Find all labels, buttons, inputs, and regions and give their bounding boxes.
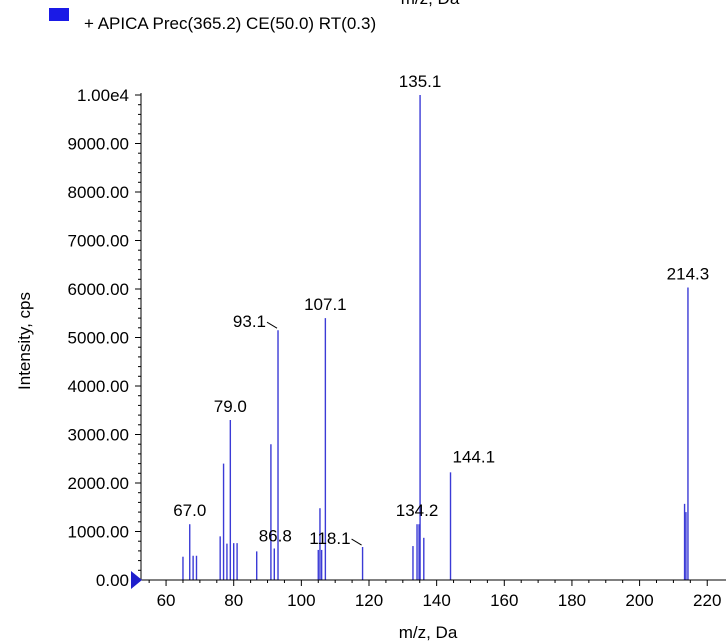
y-tick-label: 6000.00 xyxy=(68,280,129,299)
peaks-group xyxy=(182,95,689,580)
top-axis-title-partial: m/z, Da xyxy=(401,0,460,8)
x-tick-label: 60 xyxy=(157,591,176,610)
x-tick-label: 200 xyxy=(625,591,653,610)
y-tick-label: 8000.00 xyxy=(68,183,129,202)
peak-label: 214.3 xyxy=(667,265,710,284)
x-tick-label: 120 xyxy=(355,591,383,610)
y-tick-label: 0.00 xyxy=(96,571,129,590)
axes xyxy=(140,93,726,581)
x-tick-label: 100 xyxy=(287,591,315,610)
y-tick-label: 9000.00 xyxy=(68,135,129,154)
x-axis-ticks: 60 80 100 120 140 160 180 200 220 xyxy=(148,580,721,610)
y-tick-label: 1000.00 xyxy=(68,523,129,542)
y-axis-title: Intensity, cps xyxy=(15,292,34,390)
y-tick-label: 3000.00 xyxy=(68,426,129,445)
y-tick-label: 5000.00 xyxy=(68,329,129,348)
legend: + APICA Prec(365.2) CE(50.0) RT(0.3) xyxy=(49,8,376,33)
y-axis-ticks: 0.00 1000.00 2000.00 3000.00 4000.00 5000.00 6… xyxy=(68,86,141,590)
y-tick-label: 2000.00 xyxy=(68,474,129,493)
y-tick-label: 7000.00 xyxy=(68,232,129,251)
x-tick-label: 180 xyxy=(558,591,586,610)
peak-label: 144.1 xyxy=(453,447,496,466)
legend-swatch-icon xyxy=(49,8,69,21)
x-tick-label: 220 xyxy=(693,591,721,610)
x-axis-title: m/z, Da xyxy=(399,623,458,641)
peak-label: 135.1 xyxy=(399,72,442,91)
peak-label: 134.2 xyxy=(396,501,439,520)
legend-entry: + APICA Prec(365.2) CE(50.0) RT(0.3) xyxy=(84,14,376,33)
x-tick-label: 80 xyxy=(224,591,243,610)
x-tick-label: 160 xyxy=(490,591,518,610)
x-tick-label: 140 xyxy=(422,591,450,610)
y-tick-label: 1.00e4 xyxy=(77,86,129,105)
peak-label: 118.1 xyxy=(309,529,350,548)
peak-label: 93.1 xyxy=(233,312,266,331)
peak-label: 67.0 xyxy=(173,501,206,520)
peak-label-leader xyxy=(266,321,278,329)
peak-label-leader xyxy=(351,538,362,546)
peak-label: 86.8 xyxy=(259,526,292,545)
axis-marker-icon[interactable] xyxy=(131,571,142,589)
peak-label: 107.1 xyxy=(304,295,347,314)
peak-label: 79.0 xyxy=(214,397,247,416)
peak-labels: 67.0 79.0 86.8 93.1 107.1 118.1 134.2 135.1 144.… xyxy=(173,72,709,548)
y-tick-label: 4000.00 xyxy=(68,377,129,396)
